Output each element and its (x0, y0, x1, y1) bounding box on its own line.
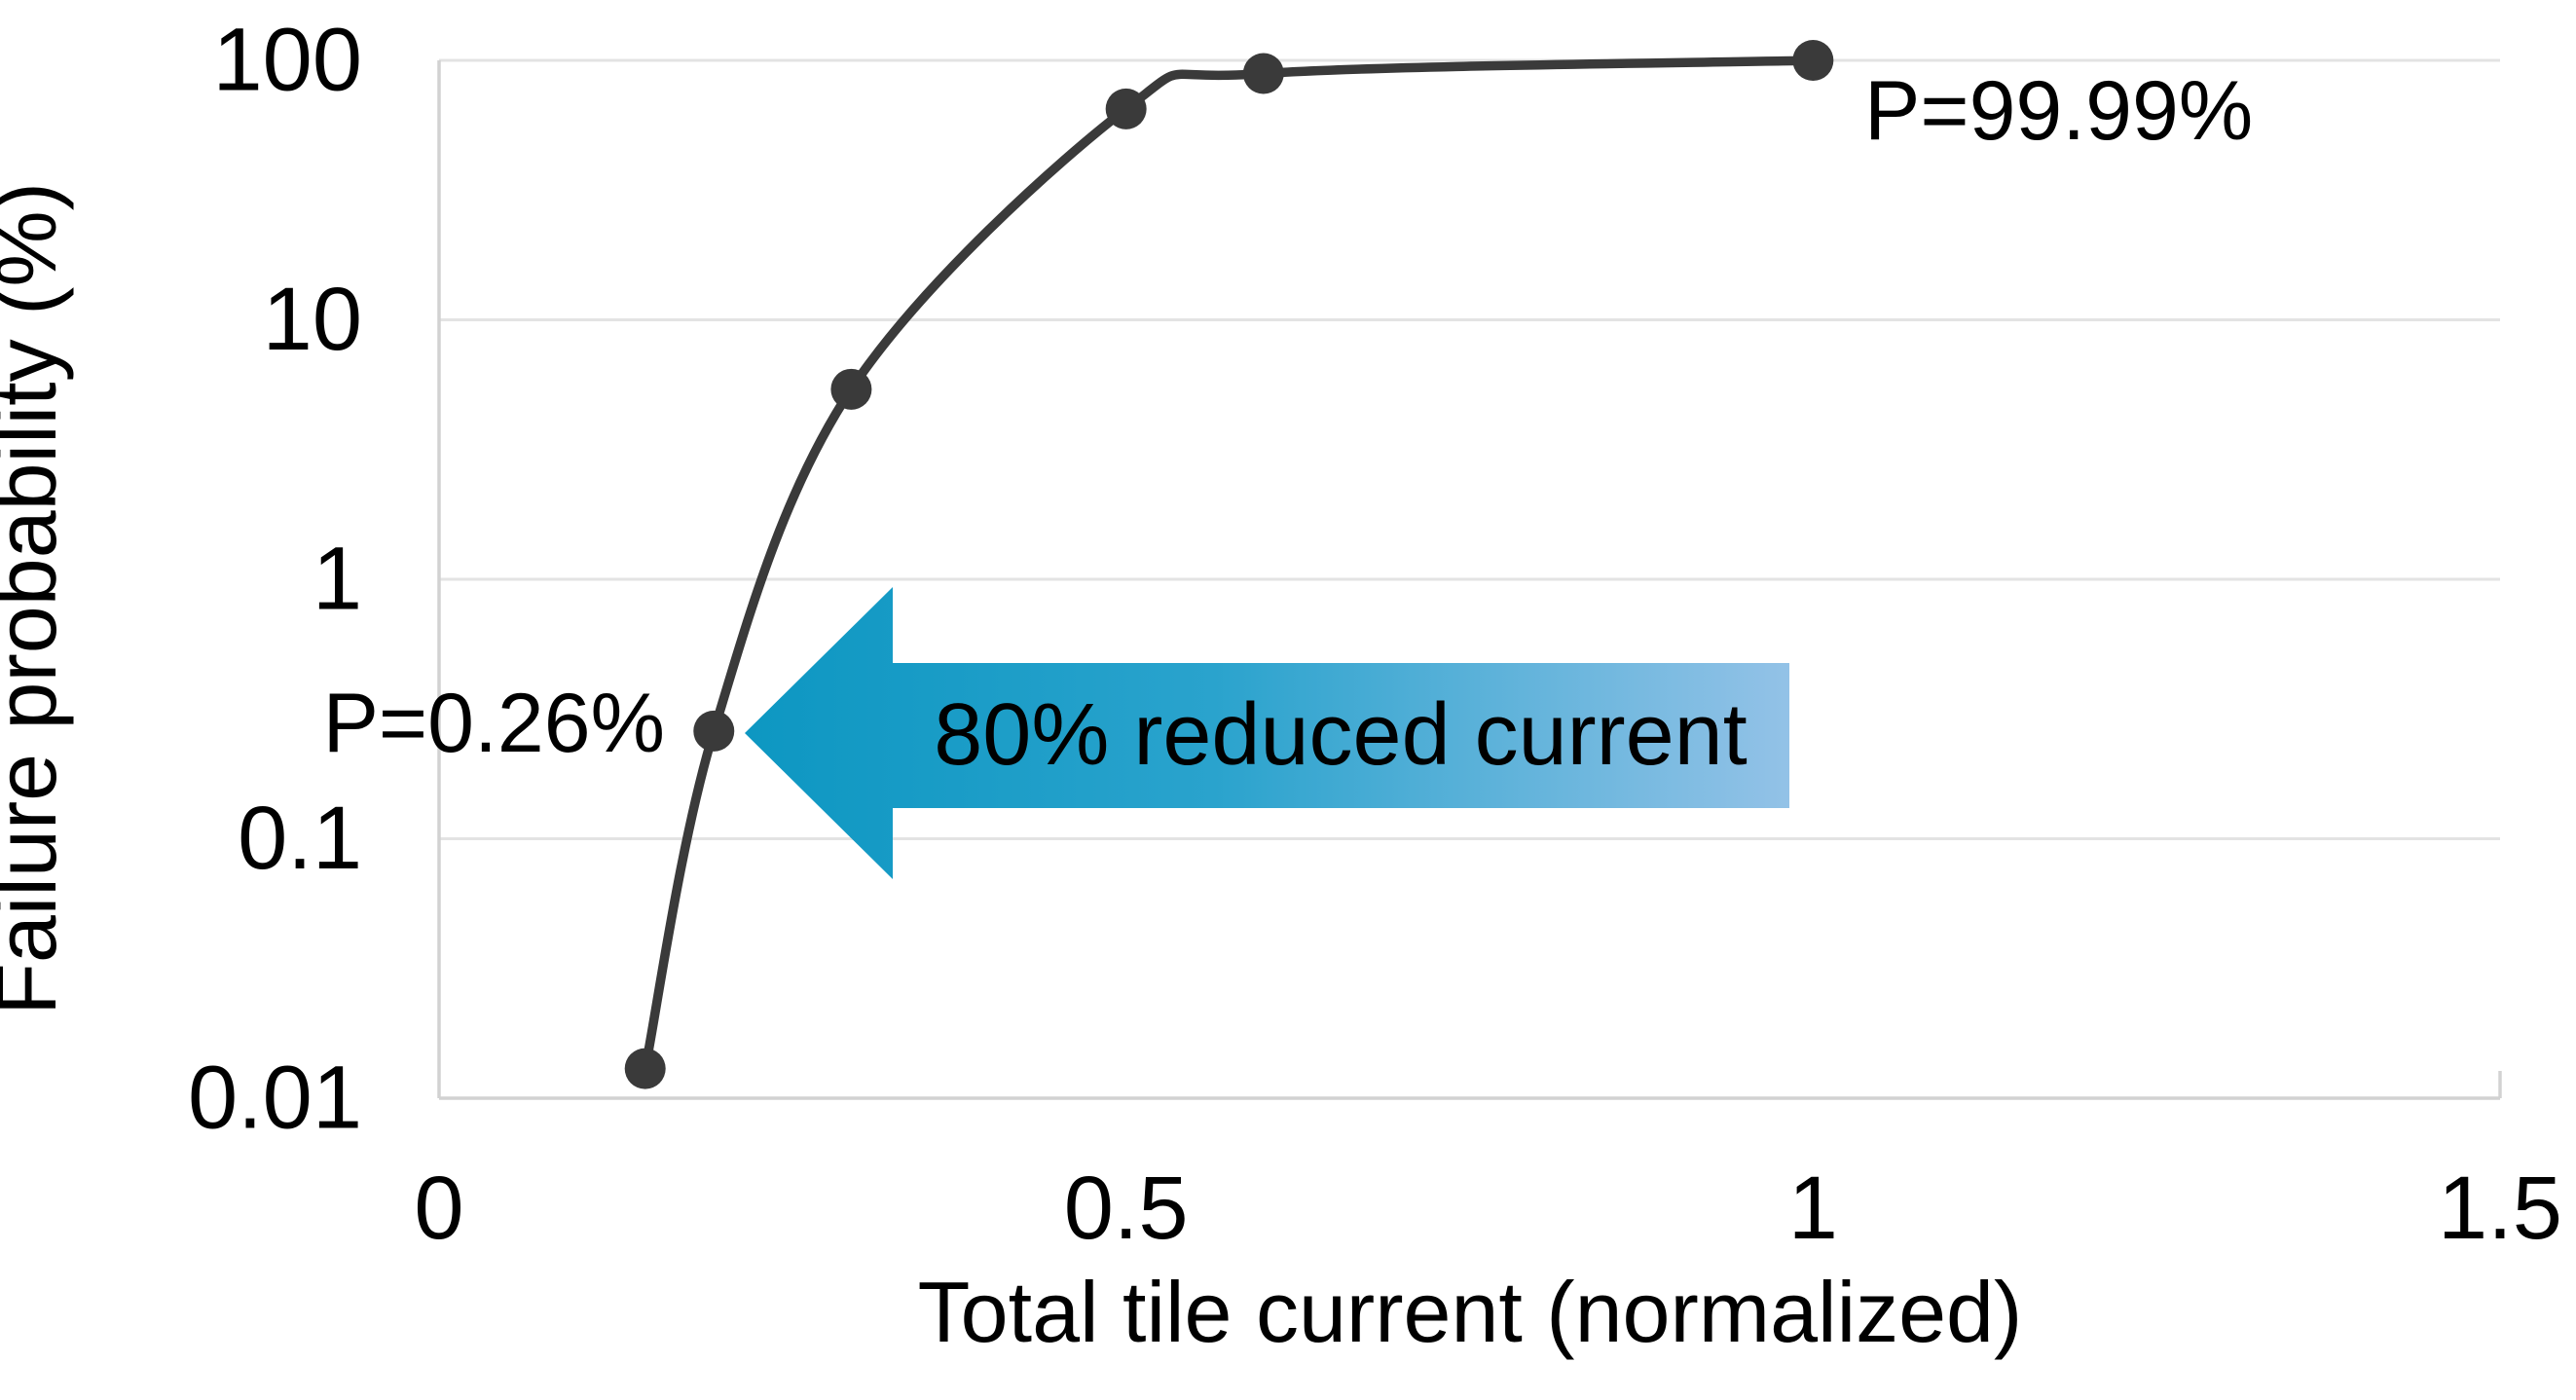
data-point-x0.5 (1105, 88, 1147, 129)
gridlines (439, 58, 2500, 1100)
arrow-label: 80% reduced current (934, 686, 1748, 784)
data-point-x0.3 (830, 368, 872, 410)
data-point-x0.15 (624, 1048, 666, 1089)
annotation-p-low: P=0.26% (323, 677, 665, 770)
failure-probability-series (624, 40, 1834, 1089)
tick-labels: 100 10 1 0.1 0.01 0 0.5 1 1.5 (188, 10, 2562, 1258)
y-tick-label-10: 10 (263, 270, 362, 369)
y-tick-label-1: 1 (313, 529, 362, 628)
x-axis-title: Total tile current (normalized) (918, 1264, 2023, 1360)
y-tick-label-0.1: 0.1 (238, 789, 362, 888)
x-tick-label-0: 0 (414, 1159, 463, 1258)
x-tick-label-1.5: 1.5 (2438, 1159, 2562, 1258)
x-tick-label-1: 1 (1788, 1159, 1838, 1258)
data-point-x0.2 (693, 710, 735, 752)
x-tick-label-0.5: 0.5 (1064, 1159, 1189, 1258)
reduced-current-arrow (745, 587, 1789, 879)
data-point-x1 (1792, 40, 1834, 82)
annotation-p-high: P=99.99% (1864, 64, 2253, 158)
y-tick-label-100: 100 (213, 10, 363, 109)
data-point-x0.6 (1242, 53, 1284, 94)
y-axis-title: Failure probability (%) (0, 182, 74, 1015)
failure-probability-curve (640, 55, 1819, 1074)
axes (437, 60, 2502, 1100)
y-tick-label-0.01: 0.01 (188, 1048, 362, 1147)
